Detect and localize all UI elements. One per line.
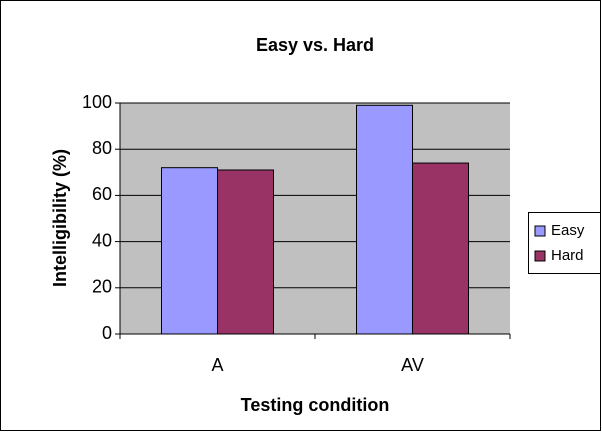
legend-label: Easy <box>551 222 585 239</box>
bar <box>356 104 413 335</box>
bar <box>412 162 469 335</box>
x-axis-label: Testing condition <box>241 395 390 415</box>
chart-title: Easy vs. Hard <box>256 35 374 55</box>
y-tick-label: 80 <box>92 138 112 158</box>
x-tick-label: A <box>211 355 223 375</box>
legend-swatch <box>534 225 546 237</box>
legend-label: Hard <box>551 247 584 264</box>
y-tick-label: 40 <box>92 230 112 250</box>
legend-box <box>528 212 601 274</box>
bar <box>217 169 274 335</box>
x-tick-label: AV <box>401 355 424 375</box>
bar <box>161 167 218 335</box>
y-tick-label: 0 <box>102 323 112 343</box>
y-tick-label: 60 <box>92 184 112 204</box>
y-axis-label: Intelligibility (%) <box>50 149 70 287</box>
y-tick-label: 20 <box>92 277 112 297</box>
y-tick-label: 100 <box>82 92 112 112</box>
legend-swatch <box>534 250 546 262</box>
